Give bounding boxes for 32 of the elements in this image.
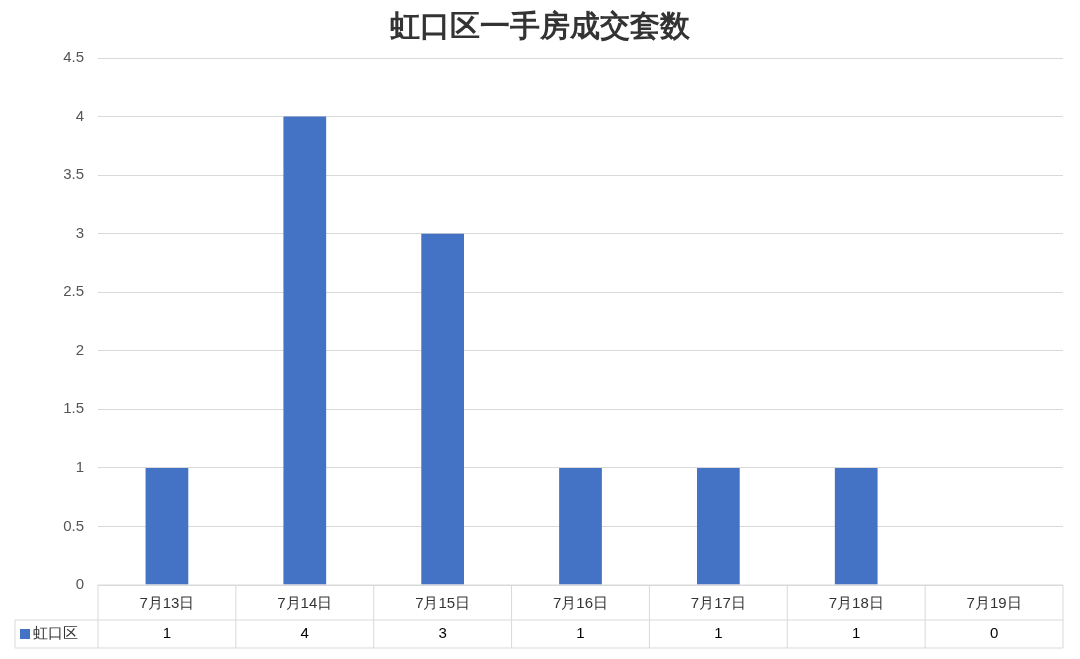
bar — [696, 467, 740, 585]
legend-label: 虹口区 — [33, 624, 78, 642]
x-tick-label: 7月13日 — [139, 594, 195, 612]
data-label: 1 — [714, 624, 723, 642]
bar — [145, 467, 189, 585]
data-label: 1 — [162, 624, 172, 642]
y-tick-label: 2.5 — [63, 282, 84, 300]
data-label: 4 — [300, 624, 309, 642]
y-tick-label: 1.5 — [63, 399, 84, 417]
bar — [421, 233, 465, 585]
x-tick-label: 7月14日 — [277, 594, 333, 612]
x-tick-label: 7月15日 — [415, 594, 471, 612]
y-tick-label: 0 — [75, 575, 84, 593]
data-label: 0 — [989, 624, 999, 642]
x-tick-label: 7月17日 — [690, 594, 746, 612]
bar — [559, 467, 602, 585]
y-tick-label: 2 — [75, 340, 84, 358]
data-label: 1 — [576, 624, 585, 642]
data-label: 3 — [438, 624, 447, 642]
x-tick-label: 7月19日 — [966, 594, 1022, 612]
chart-title: 虹口区一手房成交套数 — [390, 8, 691, 42]
y-tick-label: 0.5 — [63, 516, 84, 534]
data-label: 1 — [852, 624, 861, 642]
x-tick-label: 7月18日 — [828, 594, 884, 612]
x-tick-label: 7月16日 — [552, 594, 609, 612]
y-tick-label: 4 — [75, 106, 84, 124]
bar — [834, 467, 878, 585]
y-tick-label: 1 — [75, 458, 84, 476]
y-tick-label: 3.5 — [63, 165, 84, 183]
y-tick-label: 3 — [75, 223, 84, 241]
bar — [283, 116, 327, 585]
y-tick-label: 4.5 — [63, 48, 84, 66]
